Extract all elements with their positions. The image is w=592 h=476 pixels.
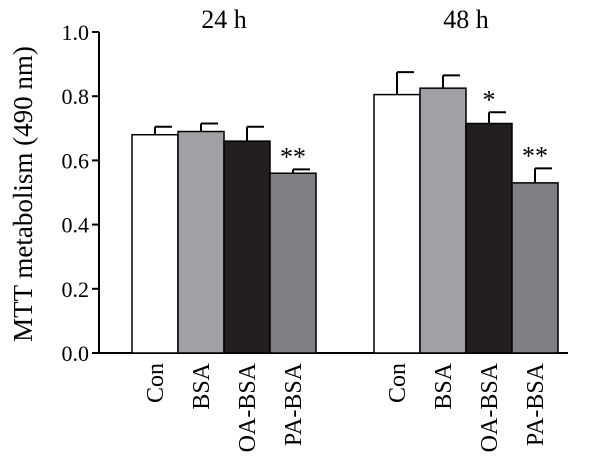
x-tick-label: Con: [385, 363, 411, 403]
bar: [131, 133, 179, 354]
y-axis-title: MTT metabolism (490 nm): [8, 46, 38, 342]
x-tick-label: OA-BSA: [235, 362, 261, 452]
labels: 0.0 0.2 0.4 0.6 0.8 1.0 24 h Con BSA OA-BSA ** PA-B…: [62, 5, 550, 452]
y-tick-label: 0.2: [62, 277, 90, 302]
bar: [511, 182, 559, 354]
x-tick-label: PA-BSA: [281, 362, 307, 446]
significance-label: *: [483, 85, 496, 114]
x-tick-label: PA-BSA: [523, 362, 549, 446]
bar: [419, 87, 467, 354]
group-title: 48 h: [443, 5, 489, 34]
x-tick-label: BSA: [189, 362, 215, 409]
y-tick-label: 0.0: [62, 341, 90, 366]
group-title: 24 h: [201, 5, 247, 34]
bar: [223, 140, 271, 354]
y-tick-label: 0.6: [62, 148, 90, 173]
y-tick-label: 1.0: [62, 20, 90, 45]
significance-label: **: [522, 141, 548, 170]
y-tick-label: 0.8: [62, 84, 90, 109]
significance-label: **: [280, 142, 306, 171]
bar: [269, 172, 317, 354]
bar: [373, 93, 421, 354]
x-tick-label: Con: [143, 363, 169, 403]
y-tick-label: 0.4: [62, 213, 90, 238]
x-tick-label: OA-BSA: [477, 362, 503, 452]
bars: [131, 71, 559, 354]
x-tick-label: BSA: [431, 362, 457, 409]
bar: [465, 122, 513, 354]
bar: [177, 130, 225, 354]
